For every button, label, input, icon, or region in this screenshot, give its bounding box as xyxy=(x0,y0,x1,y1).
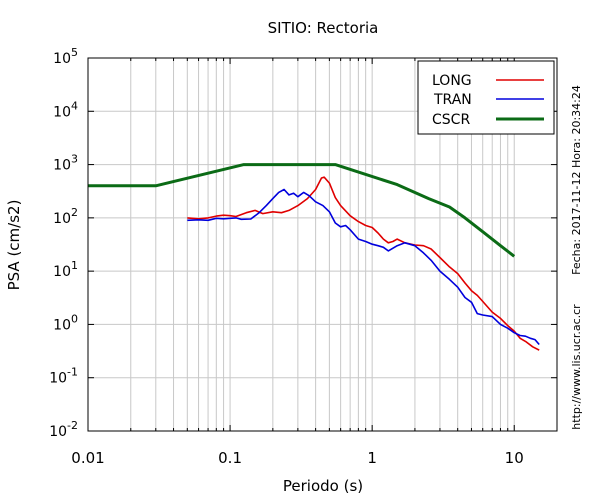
y-tick-label: 103 xyxy=(53,153,78,174)
chart-title: SITIO: Rectoria xyxy=(268,19,379,37)
series-line-tran xyxy=(187,188,540,346)
date-time-stamp: Fecha: 2017-11-12 Hora: 20:34:24 xyxy=(570,85,583,275)
series-line-cscr xyxy=(88,163,516,258)
y-tick-label: 101 xyxy=(53,259,78,280)
series-line-long xyxy=(187,176,540,351)
plot-frame xyxy=(87,57,558,432)
source-url: http://www.lis.ucr.ac.cr xyxy=(570,304,583,430)
series-lines xyxy=(88,163,540,351)
legend-label-tran: TRAN xyxy=(433,92,472,108)
y-tick-label: 10-1 xyxy=(49,366,78,387)
x-tick-labels: 0.01 0.1 1 10 xyxy=(71,449,523,467)
legend-label-cscr: CSCR xyxy=(432,112,470,128)
y-tick-label: 102 xyxy=(53,206,78,227)
y-axis-label: PSA (cm/s2) xyxy=(5,200,23,291)
x-tick-label: 0.01 xyxy=(71,449,104,467)
legend: LONG TRAN CSCR xyxy=(417,60,555,135)
x-tick-label: 0.1 xyxy=(218,449,242,467)
y-tick-label: 100 xyxy=(53,312,78,333)
y-tick-label: 10-2 xyxy=(49,419,78,440)
x-axis-label: Periodo (s) xyxy=(283,477,363,495)
y-tick-labels: 10-2 10-1 100 101 102 103 104 105 xyxy=(49,46,78,440)
tick-marks xyxy=(88,57,557,432)
y-tick-label: 105 xyxy=(53,46,78,67)
x-tick-label: 10 xyxy=(505,449,524,467)
x-tick-label: 1 xyxy=(367,449,377,467)
legend-box xyxy=(417,60,555,135)
y-tick-label: 104 xyxy=(53,99,78,120)
legend-label-long: LONG xyxy=(432,73,472,89)
